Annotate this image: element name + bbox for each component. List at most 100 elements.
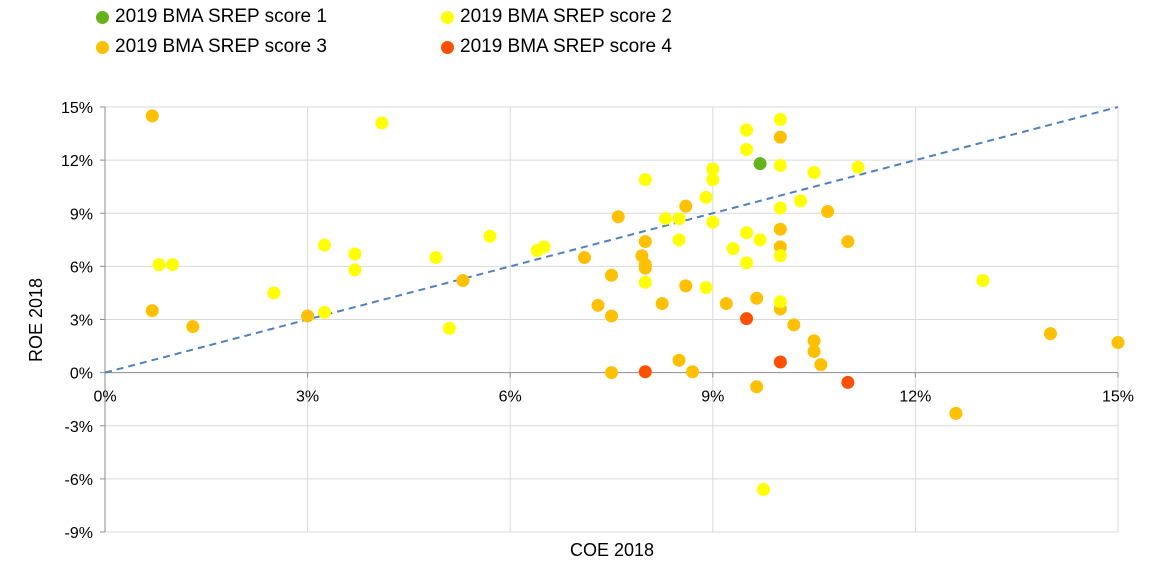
- data-point-score-2: [753, 233, 767, 247]
- legend-label-score-1: 2019 BMA SREP score 1: [115, 6, 327, 27]
- data-point-score-2: [726, 242, 740, 256]
- legend-item-score-1: 2019 BMA SREP score 1: [96, 6, 327, 28]
- data-point-score-2: [166, 258, 180, 272]
- data-point-score-3: [605, 268, 618, 282]
- y-tick-label: 0%: [70, 366, 93, 383]
- data-point-score-3: [611, 210, 625, 224]
- data-point-score-2: [706, 162, 720, 176]
- data-point-score-3: [655, 297, 669, 311]
- data-point-score-3: [456, 274, 470, 288]
- data-point-score-2: [537, 240, 551, 254]
- x-tick-label: 9%: [701, 389, 724, 406]
- y-tick-label: -9%: [65, 525, 93, 542]
- x-axis-title: COE 2018: [570, 540, 654, 560]
- data-point-score-3: [719, 297, 733, 311]
- data-point-score-2: [699, 281, 713, 295]
- data-point-score-3: [750, 291, 764, 305]
- data-point-score-3: [638, 235, 652, 249]
- data-point-score-2: [773, 112, 787, 126]
- data-point-score-3: [591, 298, 605, 312]
- data-point-score-3: [773, 130, 787, 144]
- legend-item-score-2: 2019 BMA SREP score 2: [441, 6, 672, 28]
- data-point-score-3: [787, 318, 801, 332]
- x-tick-label: 12%: [899, 389, 931, 406]
- data-point-score-2: [659, 212, 673, 226]
- data-point-score-2: [807, 166, 821, 180]
- data-point-score-2: [976, 274, 990, 288]
- y-tick-label: -3%: [65, 419, 93, 436]
- legend-item-score-3: 2019 BMA SREP score 3: [96, 36, 327, 58]
- y-tick-label: 15%: [61, 100, 93, 117]
- data-point-score-3: [686, 365, 700, 379]
- data-points: [145, 109, 1125, 496]
- data-point-score-3: [807, 334, 821, 348]
- data-point-score-2: [348, 247, 362, 261]
- data-point-score-3: [145, 304, 159, 318]
- data-point-score-4: [773, 355, 787, 369]
- data-point-score-2: [706, 173, 720, 187]
- data-point-score-2: [638, 275, 652, 289]
- y-tick-label: 12%: [61, 153, 93, 170]
- data-point-score-2: [672, 233, 686, 247]
- data-point-score-3: [145, 109, 159, 123]
- legend-marker-score-1: [96, 10, 109, 24]
- data-point-score-2: [672, 212, 686, 226]
- x-tick-label: 6%: [499, 389, 522, 406]
- reference-line-group: [104, 106, 1119, 374]
- data-point-score-3: [949, 406, 963, 420]
- data-point-score-4: [841, 375, 855, 389]
- data-point-score-3: [638, 261, 652, 275]
- data-point-score-3: [750, 380, 764, 394]
- y-axis-title: ROE 2018: [26, 278, 46, 362]
- legend-label-score-2: 2019 BMA SREP score 2: [460, 6, 672, 27]
- data-point-score-3: [679, 199, 693, 213]
- data-point-score-2: [740, 256, 754, 270]
- data-point-score-2: [851, 160, 865, 174]
- data-point-score-2: [317, 305, 331, 319]
- data-point-score-2: [429, 251, 443, 265]
- y-tick-label: 3%: [70, 313, 93, 330]
- data-point-score-2: [348, 263, 362, 277]
- data-point-score-2: [152, 258, 166, 272]
- data-point-score-2: [699, 190, 713, 204]
- x-tick-label: 3%: [296, 389, 319, 406]
- data-point-score-3: [577, 251, 591, 265]
- data-point-score-3: [1111, 336, 1125, 350]
- data-point-score-2: [317, 238, 331, 252]
- data-point-score-3: [1043, 327, 1057, 341]
- data-point-score-3: [821, 204, 835, 218]
- data-point-score-2: [638, 173, 652, 187]
- data-point-score-3: [841, 235, 855, 249]
- tick-labels: 0% 3% 6% 9% 12% 15%-9%-6%-3%0%3%6%9%12%15%: [61, 100, 1134, 542]
- data-point-score-2: [773, 201, 787, 215]
- data-point-score-2: [740, 123, 754, 137]
- x-tick-label: 0%: [93, 389, 116, 406]
- legend-label-score-4: 2019 BMA SREP score 4: [460, 36, 672, 57]
- data-point-score-3: [301, 309, 315, 323]
- data-point-score-4: [740, 312, 754, 326]
- data-point-score-3: [773, 222, 787, 236]
- y-tick-label: 6%: [70, 259, 93, 276]
- data-point-score-3: [672, 353, 686, 367]
- y-tick-label: -6%: [65, 472, 93, 489]
- data-point-score-2: [267, 286, 281, 300]
- legend-item-score-4: 2019 BMA SREP score 4: [441, 36, 672, 58]
- data-point-score-2: [794, 194, 808, 208]
- legend-marker-score-4: [441, 40, 454, 54]
- data-point-score-3: [814, 358, 828, 372]
- x-tick-label: 15%: [1102, 389, 1134, 406]
- y-tick-label: 9%: [70, 206, 93, 223]
- chart-legend: 2019 BMA SREP score 1 2019 BMA SREP scor…: [96, 6, 736, 66]
- data-point-score-3: [186, 320, 200, 334]
- data-point-score-2: [740, 143, 754, 156]
- data-point-score-4: [638, 365, 652, 379]
- data-point-score-2: [375, 116, 389, 130]
- data-point-score-2: [483, 229, 497, 243]
- data-point-score-2: [706, 215, 720, 229]
- data-point-score-3: [605, 366, 618, 380]
- legend-label-score-3: 2019 BMA SREP score 3: [115, 36, 327, 57]
- reference-line: [104, 106, 1119, 374]
- data-point-score-3: [679, 279, 693, 293]
- data-point-score-3: [605, 309, 618, 323]
